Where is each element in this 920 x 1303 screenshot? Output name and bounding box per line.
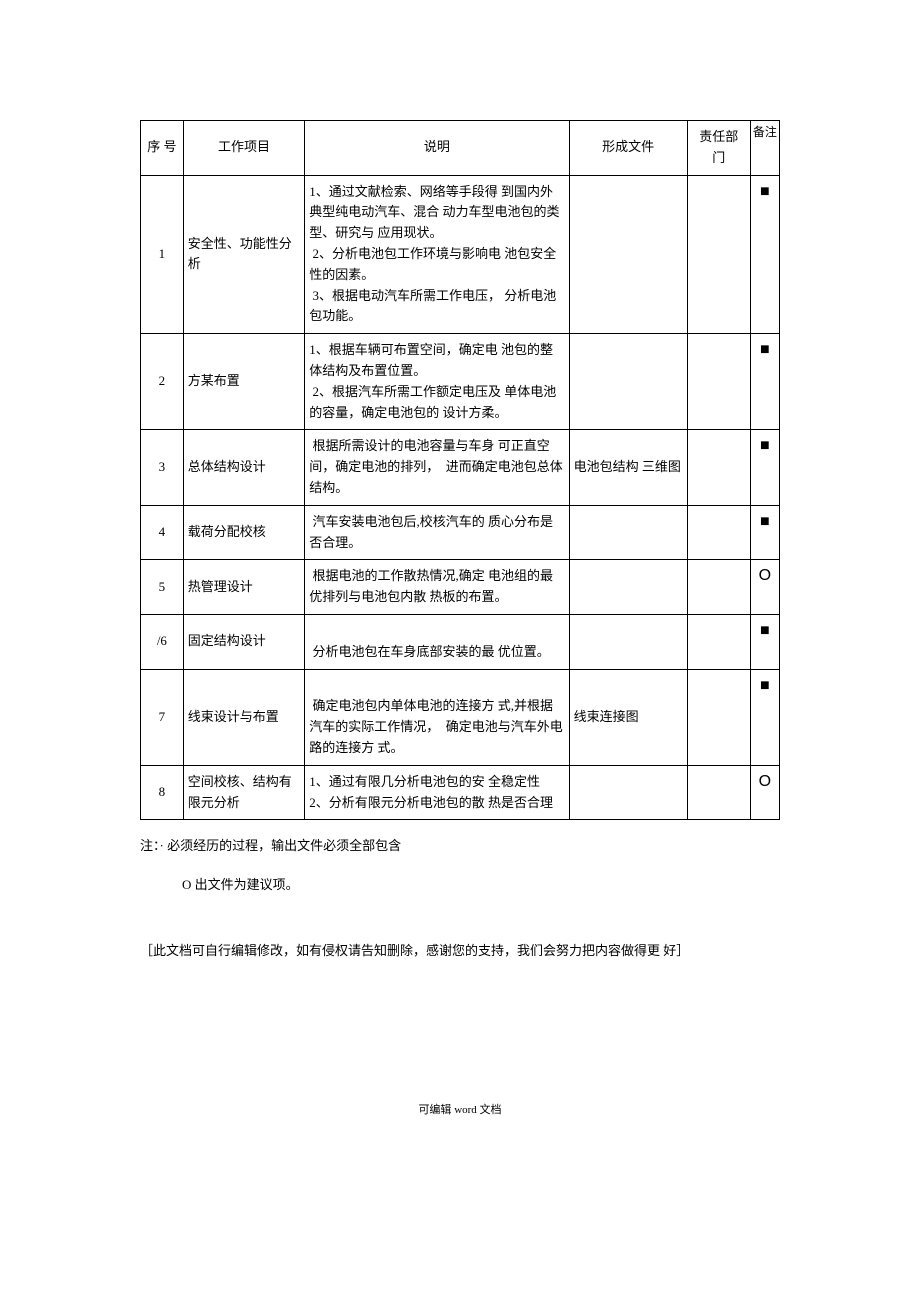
- table-row: 3总体结构设计 根据所需设计的电池容量与车身 可正直空间，确定电池的排列， 进而…: [141, 430, 780, 505]
- cell-item: 热管理设计: [183, 560, 305, 615]
- header-item: 工作项目: [183, 121, 305, 176]
- square-marker-icon: ■: [760, 183, 770, 200]
- cell-remark: O: [750, 765, 779, 820]
- header-desc: 说明: [305, 121, 569, 176]
- cell-desc: 汽车安装电池包后,校核汽车的 质心分布是否合理。: [305, 505, 569, 560]
- circle-marker-icon: O: [759, 567, 771, 584]
- cell-item: 方某布置: [183, 334, 305, 430]
- square-marker-icon: ■: [760, 513, 770, 530]
- cell-file: 电池包结构 三维图: [569, 430, 687, 505]
- footer-word: word: [454, 1104, 477, 1116]
- cell-item: 固定结构设计: [183, 614, 305, 669]
- cell-desc: 1、通过文献检索、网络等手段得 到国内外典型纯电动汽车、混合 动力车型电池包的类…: [305, 175, 569, 334]
- cell-item: 线束设计与布置: [183, 669, 305, 765]
- note-line-1: 注：· 必须经历的过程，输出文件必须全部包含: [140, 830, 780, 863]
- table-row: 8空间校核、结构有 限元分析1、通过有限几分析电池包的安 全稳定性 2、分析有限…: [141, 765, 780, 820]
- footer-prefix: 可编辑: [418, 1104, 454, 1116]
- disclaimer-text: ［此文档可自行编辑修改，如有侵权请告知删除，感谢您的支持，我们会努力把内容做得更…: [140, 941, 780, 962]
- cell-file: [569, 505, 687, 560]
- cell-desc: 1、根据车辆可布置空间，确定电 池包的整体结构及布置位置。 2、根据汽车所需工作…: [305, 334, 569, 430]
- cell-dept: [687, 430, 750, 505]
- cell-seq: 1: [141, 175, 184, 334]
- header-file: 形成文件: [569, 121, 687, 176]
- work-items-table: 序 号 工作项目 说明 形成文件 责任部 门 备注 1安全性、功能性分析1、通过…: [140, 120, 780, 820]
- cell-item: 载荷分配校核: [183, 505, 305, 560]
- cell-seq: 2: [141, 334, 184, 430]
- cell-remark: ■: [750, 505, 779, 560]
- cell-seq: 3: [141, 430, 184, 505]
- header-remark: 备注: [750, 121, 779, 176]
- cell-file: [569, 175, 687, 334]
- square-marker-icon: ■: [760, 677, 770, 694]
- cell-remark: ■: [750, 430, 779, 505]
- table-body: 1安全性、功能性分析1、通过文献检索、网络等手段得 到国内外典型纯电动汽车、混合…: [141, 175, 780, 820]
- cell-seq: 7: [141, 669, 184, 765]
- cell-dept: [687, 560, 750, 615]
- cell-dept: [687, 669, 750, 765]
- cell-remark: ■: [750, 175, 779, 334]
- cell-file: 线束连接图: [569, 669, 687, 765]
- cell-desc: 根据所需设计的电池容量与车身 可正直空间，确定电池的排列， 进而确定电池包总体结…: [305, 430, 569, 505]
- table-row: 7线束设计与布置 确定电池包内单体电池的连接方 式,并根据汽车的实际工作情况， …: [141, 669, 780, 765]
- square-marker-icon: ■: [760, 437, 770, 454]
- cell-seq: 4: [141, 505, 184, 560]
- cell-remark: O: [750, 560, 779, 615]
- notes-section: 注：· 必须经历的过程，输出文件必须全部包含 O 出文件为建议项。: [140, 830, 780, 901]
- cell-seq: 5: [141, 560, 184, 615]
- cell-desc: 分析电池包在车身底部安装的最 优位置。: [305, 614, 569, 669]
- cell-seq: /6: [141, 614, 184, 669]
- header-seq: 序 号: [141, 121, 184, 176]
- square-marker-icon: ■: [760, 622, 770, 639]
- cell-file: [569, 765, 687, 820]
- cell-file: [569, 614, 687, 669]
- cell-dept: [687, 505, 750, 560]
- cell-desc: 1、通过有限几分析电池包的安 全稳定性 2、分析有限元分析电池包的散 热是否合理: [305, 765, 569, 820]
- table-row: /6固定结构设计 分析电池包在车身底部安装的最 优位置。 ■: [141, 614, 780, 669]
- cell-dept: [687, 765, 750, 820]
- table-row: 1安全性、功能性分析1、通过文献检索、网络等手段得 到国内外典型纯电动汽车、混合…: [141, 175, 780, 334]
- header-dept: 责任部 门: [687, 121, 750, 176]
- cell-item: 总体结构设计: [183, 430, 305, 505]
- cell-seq: 8: [141, 765, 184, 820]
- cell-desc: 根据电池的工作散热情况,确定 电池组的最优排列与电池包内散 热板的布置。: [305, 560, 569, 615]
- cell-file: [569, 560, 687, 615]
- square-marker-icon: ■: [760, 341, 770, 358]
- cell-dept: [687, 614, 750, 669]
- table-row: 2方某布置1、根据车辆可布置空间，确定电 池包的整体结构及布置位置。 2、根据汽…: [141, 334, 780, 430]
- footer-suffix: 文档: [477, 1104, 502, 1116]
- footer-text: 可编辑 word 文档: [140, 1102, 780, 1120]
- cell-item: 安全性、功能性分析: [183, 175, 305, 334]
- note-line-2: O 出文件为建议项。: [182, 869, 780, 902]
- cell-remark: ■: [750, 614, 779, 669]
- circle-marker-icon: O: [759, 773, 771, 790]
- cell-desc: 确定电池包内单体电池的连接方 式,并根据汽车的实际工作情况， 确定电池与汽车外电…: [305, 669, 569, 765]
- cell-dept: [687, 334, 750, 430]
- cell-dept: [687, 175, 750, 334]
- cell-remark: ■: [750, 334, 779, 430]
- cell-remark: ■: [750, 669, 779, 765]
- table-row: 4载荷分配校核 汽车安装电池包后,校核汽车的 质心分布是否合理。 ■: [141, 505, 780, 560]
- table-header-row: 序 号 工作项目 说明 形成文件 责任部 门 备注: [141, 121, 780, 176]
- cell-item: 空间校核、结构有 限元分析: [183, 765, 305, 820]
- table-row: 5热管理设计 根据电池的工作散热情况,确定 电池组的最优排列与电池包内散 热板的…: [141, 560, 780, 615]
- cell-file: [569, 334, 687, 430]
